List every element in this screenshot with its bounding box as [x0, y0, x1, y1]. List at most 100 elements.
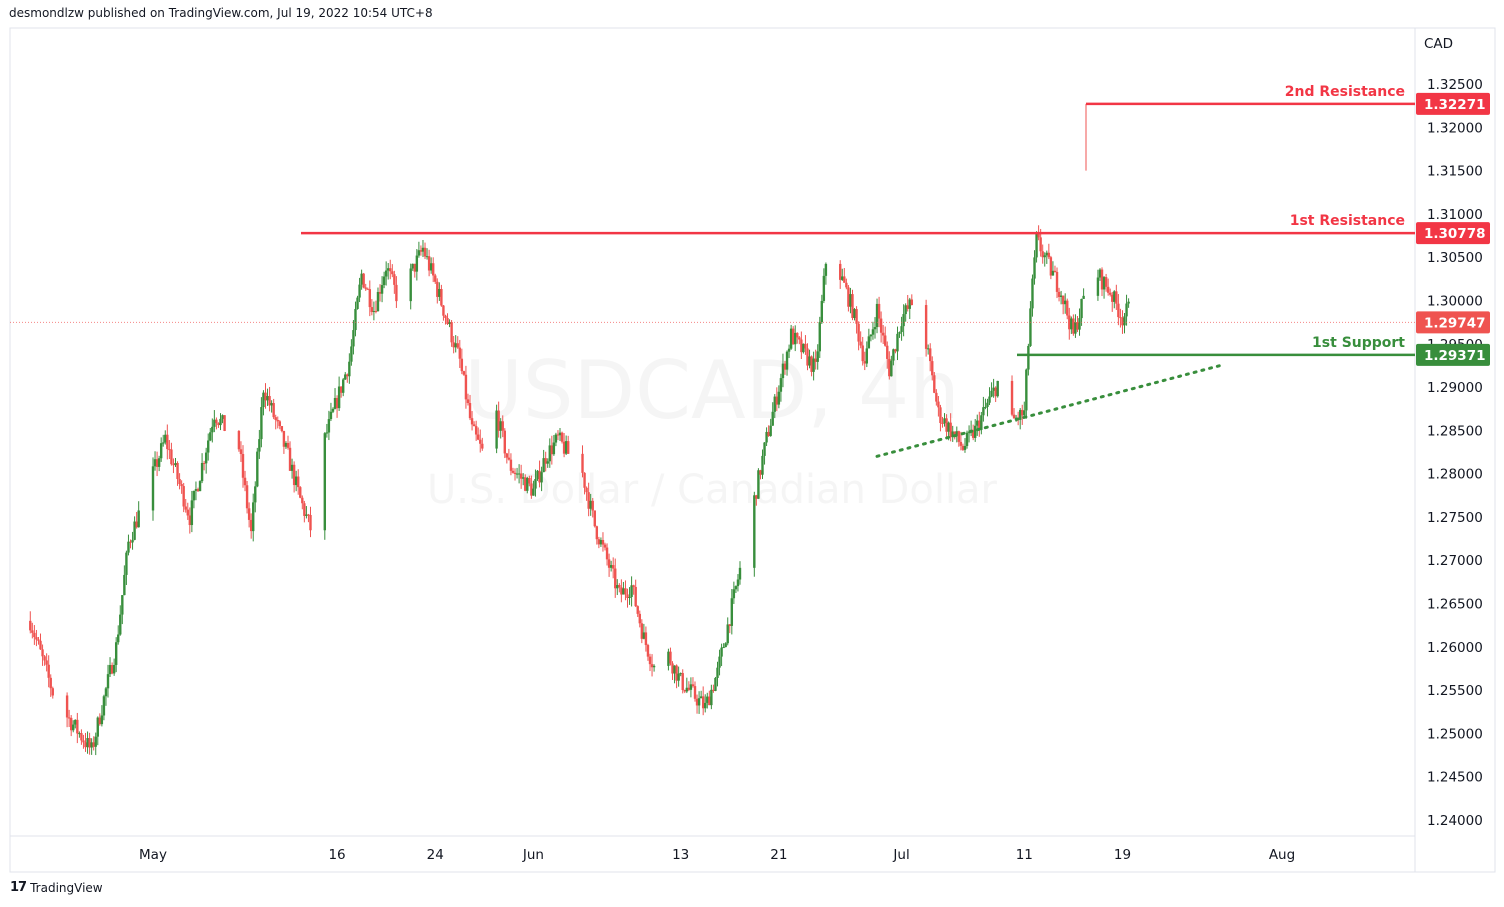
- candle-body: [440, 289, 443, 306]
- candle-body: [988, 396, 991, 403]
- candle-body: [924, 305, 928, 349]
- x-tick-label: 24: [427, 847, 444, 863]
- candle-body: [123, 574, 126, 596]
- candle-body: [41, 649, 44, 657]
- candle-body: [1049, 257, 1053, 276]
- candle-body: [669, 651, 672, 664]
- axis-currency-label: CAD: [1424, 36, 1453, 52]
- candle-body: [955, 431, 958, 435]
- candle-body: [1072, 318, 1075, 334]
- candle-body: [323, 433, 327, 531]
- candle-body: [513, 472, 517, 474]
- candle-body: [188, 515, 192, 526]
- candle-body: [517, 473, 521, 475]
- candle-body: [1080, 298, 1083, 319]
- candle-body: [939, 407, 942, 424]
- candle-body: [237, 431, 241, 450]
- candle-body: [372, 310, 376, 313]
- candle-body: [628, 596, 631, 598]
- price-tag-1st-resistance: 1.30778: [1424, 226, 1486, 242]
- candle-body: [1037, 232, 1040, 238]
- watermark-symbol: USDCAD, 4h: [464, 344, 960, 437]
- candle-body: [534, 478, 537, 489]
- support-trendline: [875, 363, 1223, 458]
- candle-body: [524, 477, 527, 491]
- candle-body: [503, 430, 506, 454]
- candle-body: [804, 343, 807, 349]
- candle-body: [413, 263, 416, 272]
- candle-body: [423, 247, 427, 257]
- candle-body: [419, 250, 423, 252]
- candle-body: [859, 341, 862, 346]
- candle-body: [818, 322, 821, 352]
- y-tick-label: 1.24000: [1427, 813, 1483, 829]
- candle-body: [472, 424, 476, 427]
- candle-body: [264, 392, 267, 401]
- candle-body: [841, 276, 844, 280]
- candle-body: [1021, 409, 1024, 416]
- price-tag-2nd-resistance-bg: [1416, 92, 1490, 115]
- candle-body: [217, 423, 220, 426]
- candle-body: [444, 315, 447, 318]
- candle-body: [1043, 255, 1046, 258]
- footer-brand[interactable]: 17 TradingView: [10, 880, 103, 895]
- candle-body: [114, 642, 118, 665]
- candle-body: [174, 462, 177, 466]
- candle-body: [241, 454, 245, 478]
- price-tag-1st-support-bg: [1416, 343, 1490, 366]
- candle-body: [1025, 369, 1028, 411]
- candle-body: [1076, 322, 1079, 330]
- candle-body: [411, 263, 414, 269]
- candle-body: [86, 738, 89, 748]
- candle-body: [45, 660, 48, 665]
- x-tick-label: Jun: [522, 847, 544, 863]
- x-tick-label: 19: [1114, 847, 1131, 863]
- candle-body: [125, 552, 128, 575]
- candle-body: [886, 345, 889, 359]
- y-tick-label: 1.30000: [1427, 293, 1483, 309]
- candle-body: [798, 337, 801, 340]
- candle-body: [497, 410, 500, 431]
- candle-body: [196, 489, 200, 492]
- candle-body: [875, 303, 879, 328]
- candle-body: [953, 431, 956, 435]
- candle-body: [971, 429, 975, 438]
- candle-body: [395, 284, 398, 302]
- x-tick-label: 21: [770, 847, 787, 863]
- candle-body: [957, 431, 961, 442]
- candle-body: [712, 689, 715, 691]
- candle-body: [736, 579, 740, 587]
- candle-body: [456, 343, 459, 348]
- y-tick-label: 1.27500: [1427, 510, 1483, 526]
- candle-body: [714, 678, 717, 691]
- candle-body: [1111, 294, 1114, 302]
- candle-body: [759, 470, 762, 475]
- candle-body: [910, 299, 914, 306]
- candle-body: [640, 623, 644, 639]
- candle-body: [959, 441, 963, 446]
- candle-body: [92, 742, 95, 747]
- candle-body: [892, 349, 895, 361]
- candle-body: [528, 477, 531, 484]
- candle-body: [734, 586, 738, 590]
- candle-body: [1070, 318, 1073, 330]
- candle-body: [37, 639, 40, 641]
- candle-body: [538, 470, 541, 483]
- candle-body: [638, 613, 641, 624]
- candle-body: [102, 696, 106, 716]
- candle-body: [100, 715, 104, 725]
- candle-body: [951, 431, 954, 438]
- candle-body: [380, 285, 384, 294]
- candle-body: [708, 696, 711, 706]
- candle-body: [254, 486, 257, 503]
- candle-body: [127, 541, 130, 553]
- candle-body: [1027, 345, 1030, 370]
- candle-body: [131, 539, 134, 543]
- candle-body: [458, 347, 461, 359]
- candle-body: [851, 294, 854, 318]
- candle-body: [857, 323, 860, 342]
- candle-body: [436, 281, 439, 297]
- candle-body: [706, 696, 709, 703]
- candle-body: [877, 303, 881, 319]
